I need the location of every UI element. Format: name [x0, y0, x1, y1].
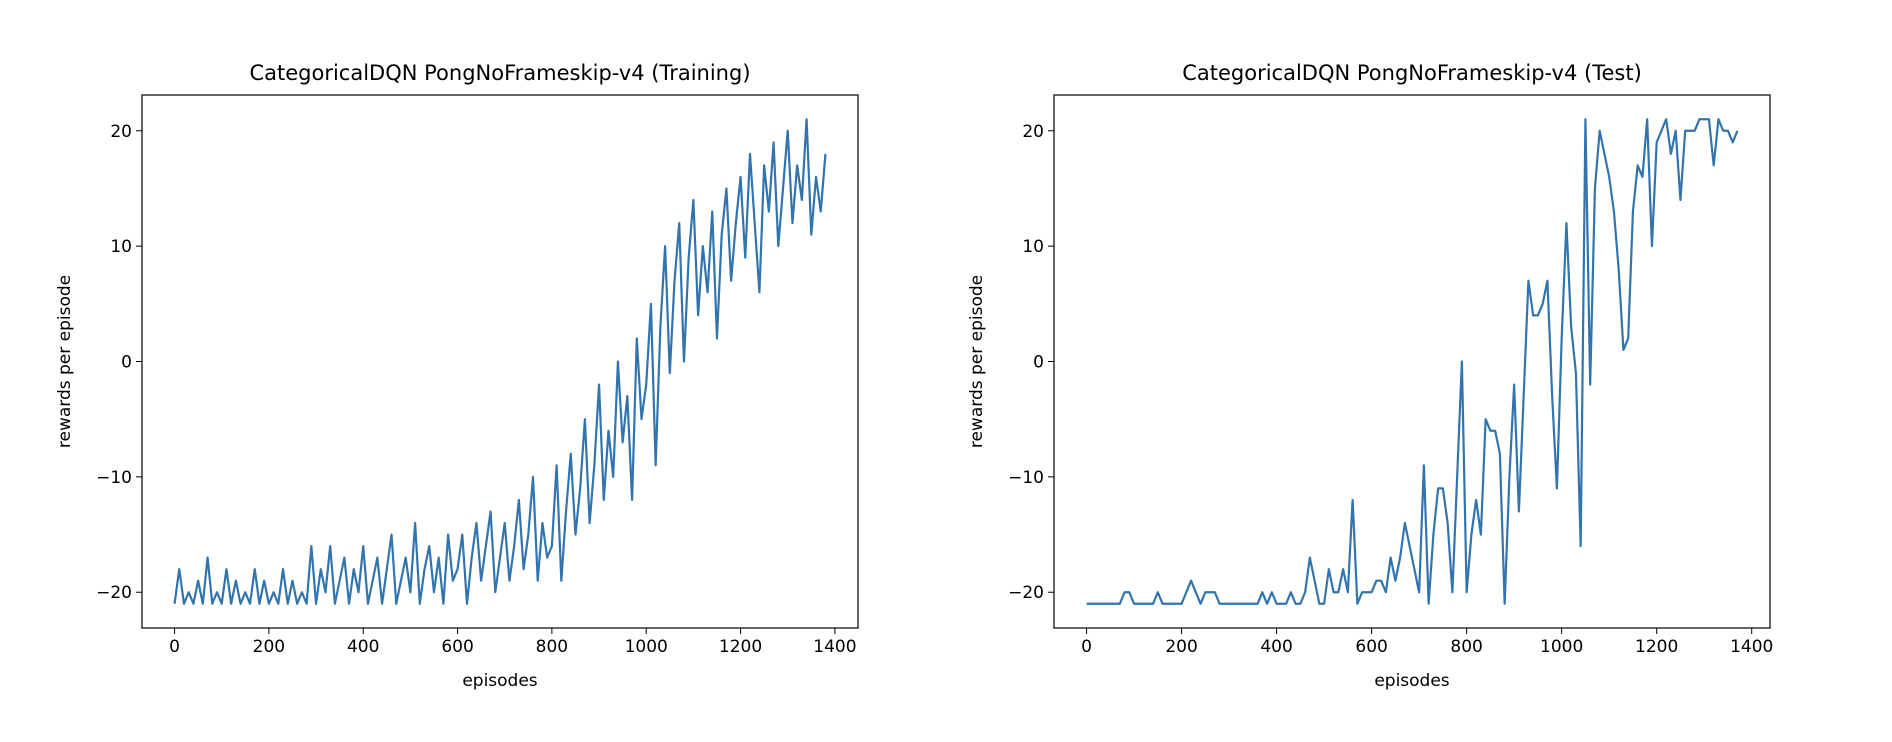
x-tick-label: 800: [536, 637, 568, 657]
data-line: [1086, 118, 1739, 605]
y-tick-label: −10: [1008, 468, 1044, 488]
x-tick-label: 0: [169, 637, 180, 657]
y-tick-label: 0: [121, 353, 132, 373]
x-tick-label: 200: [253, 637, 285, 657]
plot-area: [1086, 118, 1739, 605]
y-tick-label: 20: [110, 122, 132, 142]
y-axis-label: rewards per episode: [55, 275, 75, 448]
y-tick-label: −20: [1008, 583, 1044, 603]
x-tick-label: 1200: [719, 637, 762, 657]
data-line: [173, 118, 827, 605]
y-tick-label: 10: [1022, 237, 1044, 257]
x-tick-label: 200: [1165, 637, 1197, 657]
chart-title: CategoricalDQN PongNoFrameskip-v4 (Test): [1182, 61, 1642, 85]
subplot: 0 200 400 600 800 1000 1200 1400 −20 −10 0 10 20 Cate…: [55, 61, 859, 691]
x-tick-label: 0: [1081, 637, 1092, 657]
x-tick-label: 800: [1450, 637, 1482, 657]
chart-title: CategoricalDQN PongNoFrameskip-v4 (Train…: [249, 61, 750, 85]
x-tick-label: 600: [1355, 637, 1387, 657]
x-tick-label: 1200: [1635, 637, 1678, 657]
x-tick-label: 1000: [625, 637, 668, 657]
y-tick-label: −20: [96, 583, 132, 603]
x-axis-label: episodes: [1374, 671, 1449, 691]
x-tick-label: 1000: [1540, 637, 1583, 657]
x-tick-label: 1400: [813, 637, 856, 657]
subplot: 0 200 400 600 800 1000 1200 1400 −20 −10 0 10 20 Cate…: [967, 61, 1773, 691]
x-tick-label: 400: [347, 637, 379, 657]
x-tick-label: 600: [441, 637, 473, 657]
x-tick-label: 1400: [1730, 637, 1773, 657]
plot-area: [173, 118, 827, 605]
y-tick-label: −10: [96, 468, 132, 488]
x-axis-label: episodes: [462, 671, 537, 691]
y-axis-label: rewards per episode: [967, 275, 987, 448]
y-tick-label: 10: [110, 237, 132, 257]
y-tick-label: 20: [1022, 122, 1044, 142]
axes-frame: [1053, 94, 1771, 629]
x-tick-label: 400: [1260, 637, 1292, 657]
y-tick-label: 0: [1033, 353, 1044, 373]
